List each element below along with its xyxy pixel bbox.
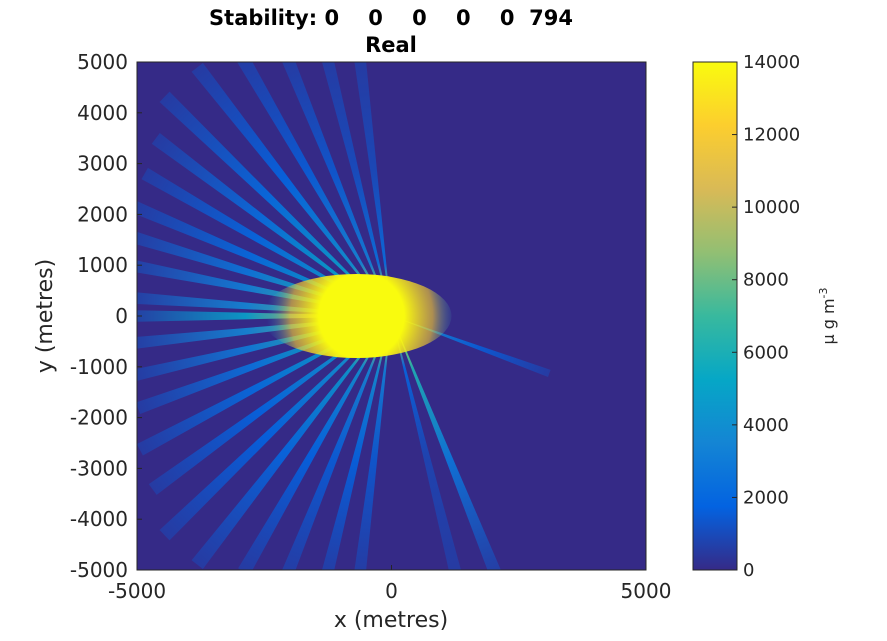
plume-8 bbox=[191, 62, 392, 316]
colorbar-tick-label: 4000 bbox=[743, 415, 789, 436]
colorbar-tick-label: 14000 bbox=[743, 52, 800, 73]
plume-22 bbox=[322, 316, 392, 570]
colorbar: 14000 12000 10000 8000 6000 4000 2000 0 μ g m-3 bbox=[692, 52, 838, 581]
plume-11 bbox=[322, 62, 392, 316]
plume-9 bbox=[237, 62, 392, 316]
y-tick-label: -3000 bbox=[70, 456, 128, 480]
colorbar-label: μ g m-3 bbox=[817, 287, 838, 344]
colorbar-tick-label: 10000 bbox=[743, 197, 800, 218]
colorbar-label-main: μ g m bbox=[819, 298, 838, 344]
plume-layer bbox=[137, 62, 551, 570]
y-tick-label: 0 bbox=[115, 304, 128, 328]
plume-6 bbox=[151, 133, 392, 316]
colorbar-label-exponent: -3 bbox=[817, 287, 830, 298]
plume-23 bbox=[354, 316, 392, 570]
colorbar-tick-label: 6000 bbox=[743, 342, 789, 363]
x-tick-label: 0 bbox=[385, 579, 398, 603]
plume-18 bbox=[159, 316, 392, 541]
plume-21 bbox=[282, 316, 392, 570]
y-tick-label: 4000 bbox=[77, 101, 128, 125]
plume-10 bbox=[282, 62, 392, 316]
y-axis-ticks: 5000 4000 3000 2000 1000 0 -1000 -2000 -3000 -400… bbox=[70, 50, 142, 582]
colorbar-tick-label: 0 bbox=[743, 560, 754, 581]
y-tick-label: 5000 bbox=[77, 50, 128, 74]
colorbar-tick-label: 2000 bbox=[743, 487, 789, 508]
y-tick-label: 1000 bbox=[77, 253, 128, 277]
y-tick-label: -1000 bbox=[70, 355, 128, 379]
colorbar-gradient bbox=[692, 61, 738, 571]
y-tick-label: -5000 bbox=[70, 558, 128, 582]
colorbar-ticks: 14000 12000 10000 8000 6000 4000 2000 0 bbox=[732, 52, 800, 581]
y-tick-label: 2000 bbox=[77, 202, 128, 226]
y-tick-label: 3000 bbox=[77, 152, 128, 176]
y-axis-label: y (metres) bbox=[33, 259, 58, 373]
colorbar-tick-label: 8000 bbox=[743, 270, 789, 291]
plume-1 bbox=[137, 292, 392, 316]
y-tick-label: -4000 bbox=[70, 507, 128, 531]
x-axis-ticks: -5000 0 5000 bbox=[108, 565, 672, 603]
x-axis-label: x (metres) bbox=[334, 608, 448, 633]
colorbar-tick-label: 12000 bbox=[743, 125, 800, 146]
chart-title: Stability: 0 0 0 0 0 794 bbox=[209, 6, 573, 30]
plume-24 bbox=[391, 316, 501, 570]
plume-12 bbox=[354, 62, 392, 316]
x-tick-label: -5000 bbox=[108, 579, 166, 603]
plume-core bbox=[261, 274, 452, 358]
plume-7 bbox=[159, 91, 392, 316]
x-tick-label: 5000 bbox=[621, 579, 672, 603]
y-tick-label: -2000 bbox=[70, 406, 128, 430]
chart-subtitle: Real bbox=[365, 33, 417, 57]
plume-19 bbox=[191, 316, 392, 570]
plume-20 bbox=[238, 316, 392, 570]
plume-17 bbox=[148, 316, 392, 495]
plot-area bbox=[136, 61, 647, 571]
